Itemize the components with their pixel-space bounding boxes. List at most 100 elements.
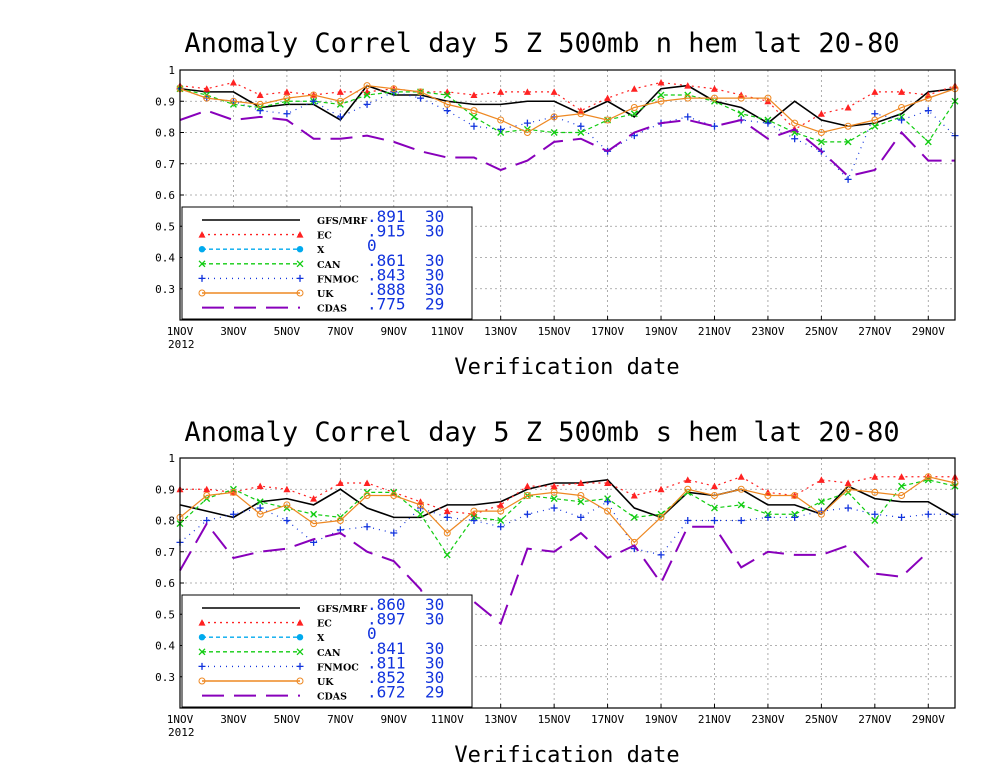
data-point [924,510,932,518]
legend-marker [198,231,206,238]
data-point [844,138,852,146]
data-point [310,91,318,99]
data-point [550,488,558,496]
data-point [577,479,585,486]
legend-count: 30 [425,668,444,687]
data-point [523,88,531,95]
x-tick-label: 17NOV [591,325,624,338]
legend-marker [198,619,206,626]
series-fnmoc [176,85,959,183]
data-point [256,100,264,108]
x-tick-label: 27NOV [858,325,891,338]
chart-panel-shem: Anomaly Correl day 5 Z 500mb s hem lat 2… [155,417,959,768]
x-tick-label: 13NOV [484,325,517,338]
x-tick-label: 9NOV [381,325,408,338]
series-uk [176,82,959,136]
data-point [497,507,505,515]
data-point [657,91,665,99]
data-point [523,129,531,136]
x-tick-label: 1NOV [167,325,194,338]
legend-marker [198,662,206,670]
data-point [577,513,585,521]
data-point [203,485,211,493]
data-point [924,473,932,481]
data-point [577,122,585,130]
data-point [737,517,745,524]
data-point [523,482,531,490]
y-tick-label: 0.9 [155,95,175,108]
data-point [417,501,425,509]
data-point [256,504,264,512]
data-point [844,104,852,111]
x-tick-label: 29NOV [912,713,945,726]
data-point [363,492,371,499]
y-tick-label: 0.4 [155,252,175,265]
data-point [336,517,344,524]
legend-count: 30 [425,222,444,241]
series-line [179,84,956,128]
data-point [577,492,585,499]
legend-marker [198,274,206,282]
data-point [898,492,906,499]
x-tick-year: 2012 [168,338,195,351]
data-point [817,110,825,117]
legend-marker [296,677,304,685]
y-tick-label: 1 [168,452,175,465]
legend-mean: .841 [367,639,406,658]
data-point [497,116,505,124]
legend-label: GFS/MRF [317,216,368,227]
data-point [604,479,612,486]
data-point [470,517,478,524]
legend-mean: .897 [367,610,406,629]
y-tick-label: 0.4 [155,640,175,653]
data-point [497,125,505,133]
data-point [684,476,692,483]
data-point [577,129,585,136]
x-axis-label: Verification date [454,743,679,768]
data-point [256,107,264,115]
data-point [497,517,505,524]
data-point [203,492,211,499]
x-tick-label: 7NOV [327,325,354,338]
y-tick-label: 0.5 [155,608,175,621]
x-tick-label: 29NOV [912,325,945,338]
data-point [203,94,211,102]
legend-count: 30 [425,207,444,226]
legend-box [181,206,473,320]
series-line [179,85,956,134]
data-point [737,485,745,493]
data-point [898,473,906,480]
data-point [630,104,638,111]
x-tick-label: 3NOV [220,713,247,726]
y-tick-label: 0.8 [155,515,175,528]
data-point [684,517,692,524]
x-tick-label: 19NOV [644,325,677,338]
legend-mean: .811 [367,653,406,672]
data-point [283,94,291,102]
legend-count: 30 [425,595,444,614]
legend-mean: .915 [367,222,406,241]
data-point [229,79,237,86]
x-tick-label: 15NOV [538,325,571,338]
y-tick-label: 1 [168,64,175,77]
data-point [630,492,638,499]
series-line [179,476,956,544]
data-point [470,107,478,115]
legend-marker [198,677,206,685]
series-line [179,81,956,131]
legend-marker [296,289,304,297]
legend-marker [296,260,304,268]
data-point [550,129,558,136]
y-tick-label: 0.9 [155,483,175,496]
data-point [443,507,451,515]
legend-marker [198,289,206,297]
x-tick-year: 2012 [168,726,195,739]
x-axis-label: Verification date [454,355,679,380]
data-point [550,88,558,95]
data-point [470,91,478,98]
data-point [817,498,825,506]
data-point [764,513,772,521]
data-point [630,513,638,521]
legend-mean: .672 [367,683,406,702]
data-point [203,85,211,92]
